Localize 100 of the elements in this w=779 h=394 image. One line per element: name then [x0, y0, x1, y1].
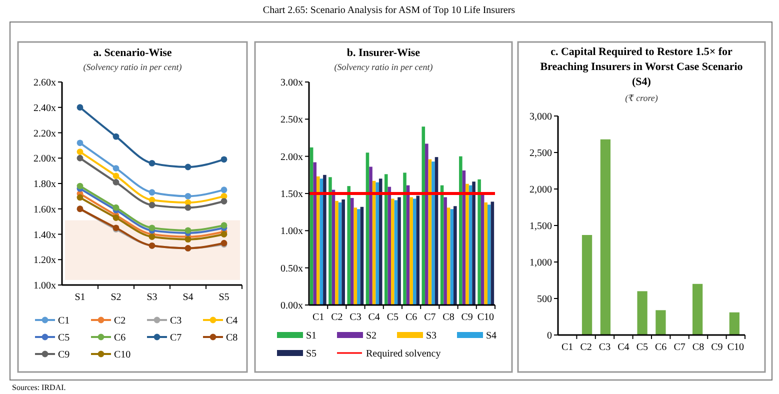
- point: [184, 164, 192, 170]
- point: [148, 234, 156, 240]
- bar: [369, 166, 372, 305]
- y-tick-label: 2,000: [530, 184, 552, 196]
- y-tick-label: 0.00x: [280, 300, 303, 312]
- y-tick-label: 0.50x: [280, 263, 303, 274]
- bar: [484, 202, 488, 305]
- bar: [637, 291, 648, 335]
- x-tick-label: C6: [405, 312, 418, 323]
- bar: [432, 162, 435, 305]
- bar: [692, 284, 703, 335]
- x-tick-label: S5: [218, 292, 230, 303]
- chart-subtitle: (₹ crore): [625, 93, 658, 103]
- x-tick-label: C9: [461, 312, 473, 323]
- bar: [394, 200, 398, 305]
- y-tick-label: 1.80x: [34, 179, 56, 190]
- bar: [323, 174, 326, 305]
- y-tick-label: 500: [537, 294, 552, 305]
- bar: [328, 177, 332, 305]
- point: [76, 140, 84, 146]
- source-note: Sources: IRDAI.: [12, 383, 66, 392]
- bar: [490, 202, 494, 305]
- x-tick-label: S4: [182, 292, 194, 303]
- bar: [450, 209, 454, 305]
- x-tick-label: C10: [477, 312, 494, 323]
- y-tick-label: 1.60x: [34, 204, 56, 216]
- bar: [472, 182, 476, 305]
- y-tick-label: 1.50x: [280, 189, 303, 200]
- y-tick-label: 1.20x: [34, 255, 56, 266]
- y-tick-label: 1,000: [530, 258, 552, 268]
- bar: [350, 198, 354, 305]
- x-tick-label: S1: [74, 292, 86, 303]
- point: [220, 231, 228, 238]
- x-tick-label: C4: [368, 312, 380, 323]
- bar: [342, 199, 345, 305]
- point: [76, 182, 84, 190]
- bar: [398, 197, 401, 305]
- point: [76, 104, 84, 111]
- x-tick-label: S2: [110, 292, 122, 303]
- y-tick-label: 2.00x: [34, 154, 56, 165]
- point: [184, 192, 192, 200]
- y-tick-label: 3,000: [530, 112, 552, 122]
- bar: [360, 206, 364, 305]
- x-tick-label: C8: [442, 312, 454, 323]
- bar: [444, 197, 447, 305]
- x-tick-label: C1: [562, 342, 574, 353]
- point: [148, 224, 156, 232]
- point: [112, 133, 120, 140]
- point: [184, 204, 192, 211]
- point: [112, 172, 120, 180]
- bar: [600, 139, 611, 335]
- legend-label: C10: [114, 350, 131, 360]
- bar: [466, 184, 469, 305]
- x-tick-label: C2: [580, 342, 592, 353]
- x-tick-label: C3: [598, 342, 611, 353]
- legend-label: S3: [426, 330, 437, 342]
- x-tick-label: C3: [350, 312, 362, 323]
- point: [76, 194, 84, 201]
- bar: [488, 204, 491, 305]
- x-tick-label: C2: [331, 312, 343, 323]
- point: [76, 148, 84, 155]
- x-tick-label: C9: [711, 342, 723, 353]
- point: [76, 154, 84, 162]
- bar: [376, 182, 379, 305]
- point: [148, 160, 156, 166]
- point: [148, 189, 156, 196]
- point: [184, 227, 192, 234]
- y-tick-label: 0: [547, 330, 552, 342]
- y-tick-label: 3.00x: [280, 78, 303, 88]
- bar: [354, 208, 358, 305]
- legend-label: C9: [58, 350, 70, 360]
- bar: [729, 312, 740, 335]
- bar: [478, 179, 481, 305]
- bar: [656, 310, 666, 335]
- point: [112, 204, 120, 211]
- chart-title: a. Scenario-Wise: [93, 47, 172, 59]
- bar: [391, 198, 394, 305]
- chart-subtitle: (Solvency ratio in per cent): [334, 62, 433, 72]
- bar: [316, 176, 320, 305]
- y-tick-label: 2.40x: [34, 102, 56, 114]
- y-tick-label: 2.60x: [34, 78, 56, 88]
- legend-label: S2: [366, 330, 377, 342]
- x-tick-label: C4: [618, 342, 630, 353]
- x-tick-label: C5: [636, 342, 648, 353]
- legend-label: C6: [114, 332, 126, 344]
- x-tick-label: C7: [424, 312, 436, 323]
- chart-title: b. Insurer-Wise: [346, 47, 420, 59]
- point: [112, 179, 120, 186]
- y-tick-label: 1.40x: [34, 230, 56, 241]
- x-tick-label: C8: [692, 342, 704, 353]
- point: [148, 202, 156, 208]
- bar: [403, 172, 406, 305]
- bar: [459, 156, 462, 305]
- bar: [338, 202, 342, 305]
- caption: Chart 2.65: Scenario Analysis for ASM of Top 10 Life Insurers: [262, 5, 516, 16]
- bar: [335, 200, 338, 305]
- x-tick-label: C5: [386, 312, 399, 323]
- bar: [410, 197, 413, 305]
- point: [220, 222, 228, 229]
- point: [220, 156, 228, 163]
